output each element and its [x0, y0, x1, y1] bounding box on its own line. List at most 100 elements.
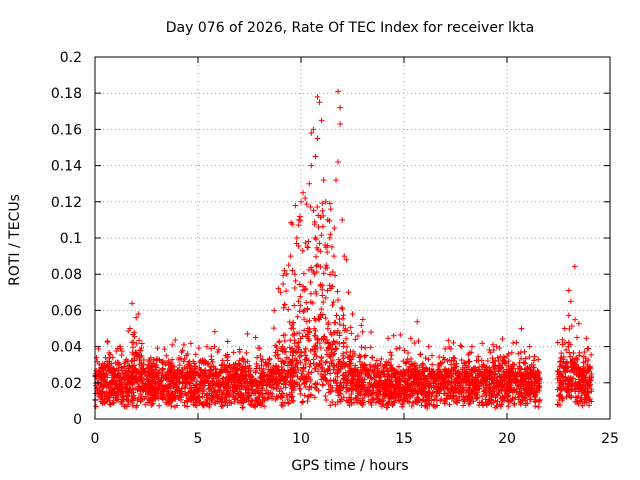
data-point [515, 350, 522, 357]
x-tick-label: 20 [498, 431, 516, 447]
data-point [265, 361, 272, 368]
data-point [369, 396, 376, 402]
data-point [576, 368, 583, 374]
data-point [465, 358, 472, 364]
data-point [133, 314, 139, 321]
data-point [297, 391, 304, 397]
data-point [343, 382, 349, 388]
data-point [559, 336, 566, 343]
data-point [496, 390, 503, 397]
data-point [148, 386, 155, 392]
data-point [307, 378, 313, 384]
data-point [130, 352, 137, 358]
data-point [236, 346, 243, 353]
data-point [99, 388, 106, 395]
data-point [267, 390, 274, 396]
data-point [327, 370, 333, 377]
data-point [221, 387, 228, 393]
data-point [526, 354, 533, 360]
data-point [300, 308, 307, 315]
data-point [98, 377, 105, 383]
data-point [411, 340, 418, 346]
data-point [494, 403, 500, 409]
data-point [466, 385, 473, 391]
data-point [249, 376, 255, 382]
data-point [305, 394, 311, 400]
data-point [333, 312, 340, 319]
data-point [266, 356, 273, 363]
data-point [338, 305, 345, 311]
data-point [216, 387, 223, 393]
data-point [159, 369, 166, 375]
data-point [348, 391, 355, 397]
data-point [340, 315, 346, 322]
data-point [302, 240, 309, 246]
data-point [331, 225, 338, 231]
data-point [283, 271, 290, 277]
data-point [184, 378, 191, 385]
x-tick-labels: 0 5 10 15 20 25 [91, 431, 619, 447]
data-point [193, 388, 200, 395]
data-point [253, 365, 260, 372]
data-point [324, 249, 331, 255]
data-point [218, 383, 224, 389]
data-point [301, 392, 308, 399]
data-point [501, 378, 508, 384]
data-point [227, 385, 234, 391]
data-point [285, 400, 291, 407]
data-point [311, 346, 318, 352]
data-point [169, 342, 176, 348]
data-point [114, 372, 121, 379]
data-point [575, 384, 582, 390]
data-point [144, 372, 151, 379]
data-point [284, 396, 291, 402]
data-point [455, 388, 462, 395]
data-point [585, 357, 592, 363]
data-point [487, 396, 494, 403]
data-point [568, 298, 574, 305]
data-point [434, 374, 440, 381]
data-point [261, 403, 267, 410]
data-point [312, 349, 319, 355]
data-point [377, 388, 384, 395]
data-point [469, 343, 475, 350]
data-point [275, 383, 281, 389]
data-point [585, 367, 591, 374]
data-point [503, 359, 509, 366]
data-point [369, 390, 375, 397]
data-point [297, 359, 304, 366]
data-point [556, 364, 563, 370]
data-point [355, 333, 361, 339]
data-point [244, 331, 251, 337]
data-point [338, 391, 344, 397]
data-point [443, 382, 450, 388]
data-point [429, 369, 436, 375]
data-point [316, 240, 323, 247]
data-point [460, 396, 467, 403]
data-point [450, 371, 456, 377]
data-point [345, 289, 352, 296]
data-point [211, 343, 218, 350]
data-point [295, 298, 302, 305]
data-point [438, 396, 444, 402]
data-point [157, 390, 164, 397]
data-point [358, 344, 365, 350]
data-point [509, 349, 515, 356]
data-point [468, 376, 475, 383]
data-point [289, 267, 296, 274]
data-point [325, 320, 332, 326]
data-point [326, 363, 333, 369]
data-point [324, 358, 330, 365]
data-point [317, 313, 324, 319]
data-point [312, 328, 319, 334]
data-point [253, 378, 260, 384]
data-point [219, 357, 226, 364]
data-point [231, 396, 238, 403]
data-point [571, 365, 578, 372]
data-point [518, 325, 525, 332]
data-point [455, 378, 461, 385]
data-point [356, 354, 363, 361]
data-point [106, 350, 112, 356]
data-point [477, 371, 484, 378]
data-point [109, 370, 116, 376]
